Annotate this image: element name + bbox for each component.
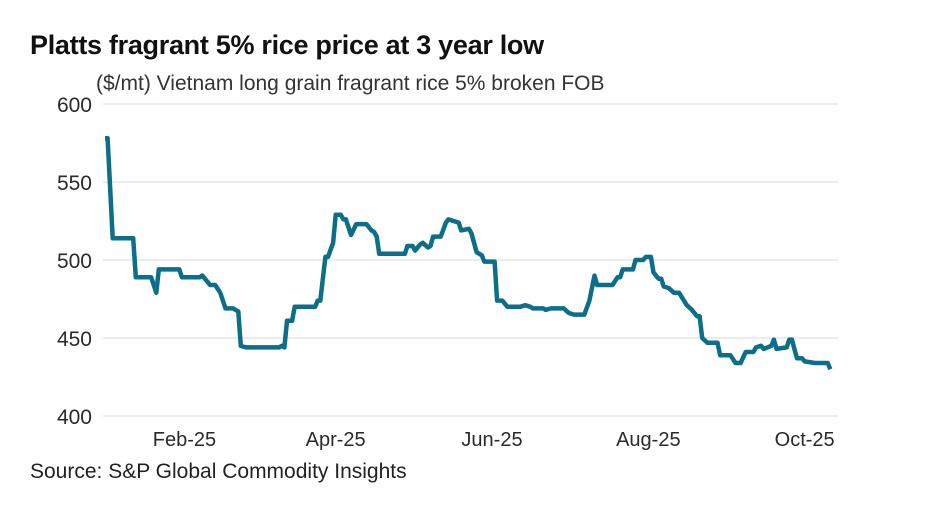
x-axis: Feb-25 Apr-25 Jun-25 Aug-25 Oct-25 (153, 429, 835, 451)
y-tick-label: 550 (57, 172, 92, 195)
y-tick-label: 400 (57, 406, 92, 429)
series-line (105, 136, 833, 371)
x-tick-label: Apr-25 (306, 429, 366, 451)
y-axis: 400 450 500 550 600 (57, 94, 92, 429)
y-tick-label: 450 (57, 328, 92, 351)
x-tick-label: Aug-25 (616, 429, 681, 451)
gridlines (103, 103, 838, 417)
chart-subtitle: ($/mt) Vietnam long grain fragrant rice … (96, 72, 605, 95)
y-tick-label: 500 (57, 250, 92, 273)
series-group (105, 136, 833, 371)
chart-title: Platts fragrant 5% rice price at 3 year … (30, 30, 544, 60)
source-note: Source: S&P Global Commodity Insights (30, 460, 407, 483)
x-tick-label: Oct-25 (775, 429, 835, 451)
y-tick-label: 600 (57, 94, 92, 117)
x-tick-label: Feb-25 (153, 429, 216, 451)
x-tick-label: Jun-25 (461, 429, 522, 451)
